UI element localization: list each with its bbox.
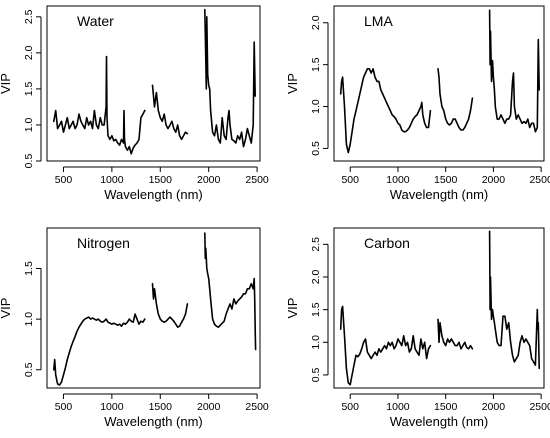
x-tick-label: 2000: [482, 401, 506, 413]
y-tick-label: 2.5: [23, 9, 35, 24]
x-tick-label: 500: [341, 174, 359, 186]
x-tick-label: 500: [341, 401, 359, 413]
vip-line-segment: [488, 230, 540, 370]
x-tick-label: 2000: [197, 174, 221, 186]
x-tick-label: 2000: [197, 401, 221, 413]
y-tick-label: 0.5: [310, 367, 322, 382]
y-tick-label: 1.0: [23, 118, 35, 133]
vip-line-segment: [204, 232, 257, 351]
x-tick-label: 1500: [149, 401, 173, 413]
chart-panel-3: 500 1000 1500 2000 2500 0.5 1.0 1.5 Wavelength (…: [0, 227, 269, 429]
vip-line-segment: [151, 84, 189, 141]
vip-line-segment: [437, 68, 474, 131]
chart-panel-2: 500 1000 1500 2000 2500 0.5 1.0 1.5 2.0 Wavelengt…: [285, 5, 550, 202]
chart-panel-1: 500 1000 1500 2000 2500 0.5 1.0 1.5 2.0 2.5 Wavele…: [0, 5, 269, 202]
y-tick-label: 1.0: [310, 99, 322, 114]
x-tick-label: 2000: [482, 174, 506, 186]
y-tick-label: 2.0: [23, 45, 35, 60]
vip-line-segment: [339, 305, 432, 386]
chart-panel-4: 500 1000 1500 2000 2500 0.5 1.0 1.5 2.0 2.5 Wavele…: [285, 227, 550, 429]
x-axis-title: Wavelength (nm): [104, 187, 203, 202]
y-tick-label: 2.5: [310, 237, 322, 252]
x-tick-label: 1000: [386, 401, 410, 413]
y-tick-label: 0.5: [23, 362, 35, 377]
y-tick-label: 1.0: [23, 312, 35, 327]
vip-line-segment: [339, 68, 432, 154]
y-tick-label: 1.5: [310, 302, 322, 317]
vip-line-segment: [204, 8, 256, 148]
x-tick-label: 1000: [386, 174, 410, 186]
x-tick-label: 1500: [434, 174, 458, 186]
panel-title: Carbon: [364, 235, 410, 251]
plot-frame: [333, 227, 545, 389]
y-axis-title: VIP: [0, 73, 13, 94]
x-tick-label: 1000: [100, 174, 124, 186]
panel-title: Water: [77, 13, 114, 29]
vip-line-segment: [151, 282, 189, 328]
plot-frame: [46, 5, 261, 162]
plot-frame: [333, 5, 545, 162]
y-tick-label: 2.0: [310, 270, 322, 285]
x-tick-label: 1500: [149, 174, 173, 186]
y-axis-title: VIP: [285, 73, 300, 94]
x-tick-label: 2500: [245, 401, 269, 413]
x-tick-label: 500: [55, 401, 73, 413]
x-axis-title: Wavelength (nm): [390, 414, 489, 429]
vip-line-segment: [53, 55, 146, 155]
x-tick-label: 500: [55, 174, 73, 186]
y-tick-label: 1.5: [23, 81, 35, 96]
x-axis-title: Wavelength (nm): [390, 187, 489, 202]
panel-title: Nitrogen: [77, 235, 130, 251]
y-tick-label: 1.5: [310, 57, 322, 72]
vip-line-segment: [437, 318, 474, 350]
y-tick-label: 1.0: [310, 335, 322, 350]
x-tick-label: 2500: [245, 174, 269, 186]
x-tick-label: 2500: [529, 174, 550, 186]
y-axis-title: VIP: [285, 298, 300, 319]
plot-frame: [46, 227, 261, 389]
y-tick-label: 0.5: [310, 141, 322, 156]
panel-title: LMA: [364, 13, 393, 29]
y-axis-title: VIP: [0, 298, 13, 319]
vip-line-segment: [53, 313, 146, 386]
x-tick-label: 1500: [434, 401, 458, 413]
vip-line-segment: [488, 9, 540, 133]
y-tick-label: 0.5: [23, 154, 35, 169]
x-tick-label: 1000: [100, 401, 124, 413]
x-axis-title: Wavelength (nm): [104, 414, 203, 429]
x-tick-label: 2500: [529, 401, 550, 413]
y-tick-label: 2.0: [310, 15, 322, 30]
y-tick-label: 1.5: [23, 261, 35, 276]
